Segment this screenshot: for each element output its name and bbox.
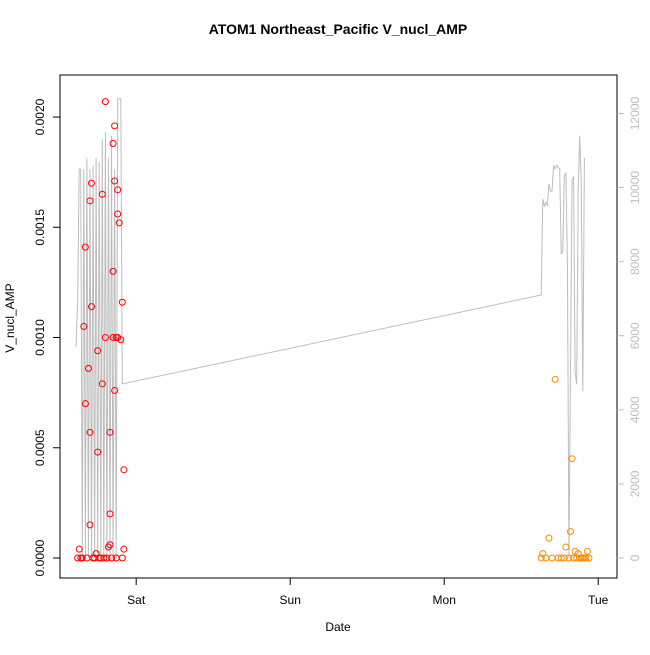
series-1-point <box>114 186 122 194</box>
series-1-point <box>108 554 116 562</box>
chart-title: ATOM1 Northeast_Pacific V_nucl_AMP <box>209 21 468 37</box>
y2-tick-label-2: 4000 <box>628 396 642 423</box>
data-points-group <box>74 98 593 562</box>
series-1-point <box>100 554 108 562</box>
y2-tick-label-0: 0 <box>628 554 642 561</box>
series-1-point <box>103 554 111 562</box>
series-1-point <box>86 428 94 436</box>
series-2-point <box>560 554 568 562</box>
y2-tick-label-4: 8000 <box>628 248 642 275</box>
series-1-point <box>80 323 88 330</box>
series-1-point <box>101 98 109 106</box>
y2-tick-label-5: 10000 <box>628 171 642 205</box>
series-2-point <box>566 528 574 536</box>
series-1-point <box>98 190 106 198</box>
x-tick-label-3: Tue <box>588 593 609 607</box>
series-2-point <box>537 554 545 562</box>
series-1-point <box>101 334 109 342</box>
series-2-point <box>565 554 573 562</box>
series-2-point <box>568 455 576 463</box>
y2-tick-label-3: 6000 <box>628 322 642 349</box>
series-1-point <box>74 554 82 562</box>
series-1-point <box>109 140 117 148</box>
x-tick-label-2: Mon <box>433 593 456 607</box>
series-1-point <box>106 510 114 518</box>
y-axis-label: V_nucl_AMP <box>3 283 17 352</box>
series-1-point <box>94 448 102 456</box>
series-1-point <box>88 179 96 187</box>
y2-tick-label-1: 2000 <box>628 470 642 497</box>
series-2-point <box>583 547 591 555</box>
series-1-point <box>75 545 83 553</box>
series-2-point <box>557 554 565 562</box>
axes-group: Sat Sun Mon Tue 0.0000 0.0005 0.0010 0.0015 0.00… <box>33 74 642 607</box>
y-tick-label-3: 0.0015 <box>33 209 47 246</box>
series-1-point <box>81 243 89 251</box>
series-1-point <box>81 400 89 408</box>
series-1-point <box>109 334 117 342</box>
series-1-point <box>112 554 120 562</box>
series-1-point <box>114 210 122 218</box>
series-1-point <box>120 466 128 474</box>
secondary-line <box>75 98 585 559</box>
series-1-point <box>86 197 94 205</box>
series-1-point <box>117 336 125 344</box>
series-1-point <box>109 267 117 275</box>
series-2-point <box>551 375 559 383</box>
x-tick-label-1: Sun <box>280 593 301 607</box>
series-1-point <box>86 521 94 529</box>
series-1-point <box>111 386 119 394</box>
series-1-point <box>106 541 114 549</box>
series-1-point <box>98 380 106 388</box>
series-2-point <box>562 543 570 551</box>
y-tick-label-0: 0.0000 <box>33 539 47 576</box>
series-1-point <box>120 545 128 553</box>
series-1-point <box>106 428 114 436</box>
y-tick-label-4: 0.0020 <box>33 98 47 135</box>
series-1-point <box>118 298 126 306</box>
series-2-point <box>582 554 590 562</box>
series-1-point <box>115 219 123 227</box>
series-1-point <box>88 303 96 311</box>
series-1-point <box>94 347 102 355</box>
x-tick-label-0: Sat <box>127 593 146 607</box>
y2-tick-label-6: 12000 <box>628 97 642 131</box>
series-1-point <box>111 177 119 185</box>
series-2-point <box>585 554 593 562</box>
secondary-line-group <box>75 98 585 559</box>
series-2-point <box>545 534 553 542</box>
y-tick-label-1: 0.0005 <box>33 429 47 466</box>
series-1-point <box>111 122 119 130</box>
series-1-point <box>84 364 92 372</box>
x-axis-label: Date <box>325 620 351 634</box>
y-tick-label-2: 0.0010 <box>33 319 47 356</box>
